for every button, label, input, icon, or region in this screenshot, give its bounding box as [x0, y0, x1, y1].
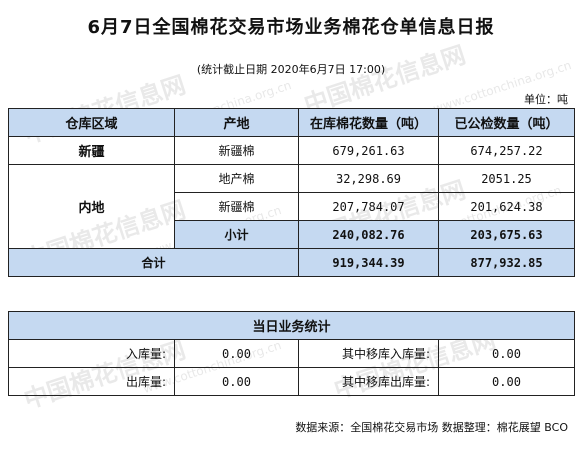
- header-region: 仓库区域: [8, 108, 175, 137]
- origin-cell: 地产棉: [174, 164, 299, 193]
- inspected-cell: 2051.25: [438, 164, 575, 193]
- total-label: 合计: [8, 248, 299, 277]
- table-row: 内地 地产棉 32,298.69 2051.25: [8, 164, 575, 249]
- inspected-cell: 201,624.38: [438, 192, 575, 221]
- daily-stats-table: 当日业务统计 入库量: 0.00 其中移库入库量: 0.00 出库量: 0.00…: [7, 311, 576, 396]
- stat-value: 0.00: [174, 367, 299, 396]
- total-row: 合计 919,344.39 877,932.85: [8, 248, 575, 277]
- subtotal-in-stock: 240,082.76: [298, 220, 439, 249]
- subtotal-row: 小计 240,082.76 203,675.63: [9, 220, 575, 249]
- region-xinjiang: 新疆: [8, 136, 175, 165]
- table-header-row: 仓库区域 产地 在库棉花数量（吨） 已公检数量（吨）: [8, 108, 575, 137]
- subtotal-label: 小计: [174, 220, 299, 249]
- table-row: 入库量: 0.00 其中移库入库量: 0.00: [8, 339, 576, 368]
- header-in-stock: 在库棉花数量（吨）: [298, 108, 439, 137]
- unit-label: 单位：吨: [524, 93, 568, 106]
- in-stock-cell: 207,784.07: [298, 192, 439, 221]
- header-origin: 产地: [174, 108, 299, 137]
- page-title: 6月7日全国棉花交易市场业务棉花仓单信息日报: [87, 17, 495, 38]
- table-row: 出库量: 0.00 其中移库出库量: 0.00: [8, 367, 576, 396]
- warehouse-table: 仓库区域 产地 在库棉花数量（吨） 已公检数量（吨） 新疆 新疆棉 679,26…: [8, 108, 575, 277]
- stat-value: 0.00: [437, 367, 576, 396]
- subtotal-inspected: 203,675.63: [438, 220, 575, 249]
- daily-stats-header: 当日业务统计: [7, 311, 576, 340]
- in-stock-cell: 679,261.63: [298, 136, 439, 165]
- stat-label: 出库量:: [8, 367, 175, 396]
- data-source-footer: 数据来源：全国棉花交易市场 数据整理：棉花展望 BCO: [295, 421, 568, 434]
- origin-cell: 新疆棉: [174, 136, 299, 165]
- stat-label: 其中移库出库量:: [298, 367, 439, 396]
- header-inspected: 已公检数量（吨）: [438, 108, 575, 137]
- in-stock-cell: 32,298.69: [298, 164, 439, 193]
- stat-value: 0.00: [174, 339, 299, 368]
- report-date: (统计截止日期 2020年6月7日 17:00): [196, 63, 386, 76]
- stat-value: 0.00: [437, 339, 576, 368]
- stat-label: 其中移库入库量:: [298, 339, 439, 368]
- table-row: 新疆 新疆棉 679,261.63 674,257.22: [8, 136, 575, 165]
- inspected-cell: 674,257.22: [438, 136, 575, 165]
- region-inland: 内地: [8, 164, 175, 249]
- origin-cell: 新疆棉: [174, 192, 299, 221]
- total-inspected: 877,932.85: [438, 248, 575, 277]
- daily-stats-title: 当日业务统计: [7, 311, 576, 340]
- table-row: 新疆棉 207,784.07 201,624.38: [9, 192, 575, 221]
- stat-label: 入库量:: [8, 339, 175, 368]
- total-in-stock: 919,344.39: [298, 248, 439, 277]
